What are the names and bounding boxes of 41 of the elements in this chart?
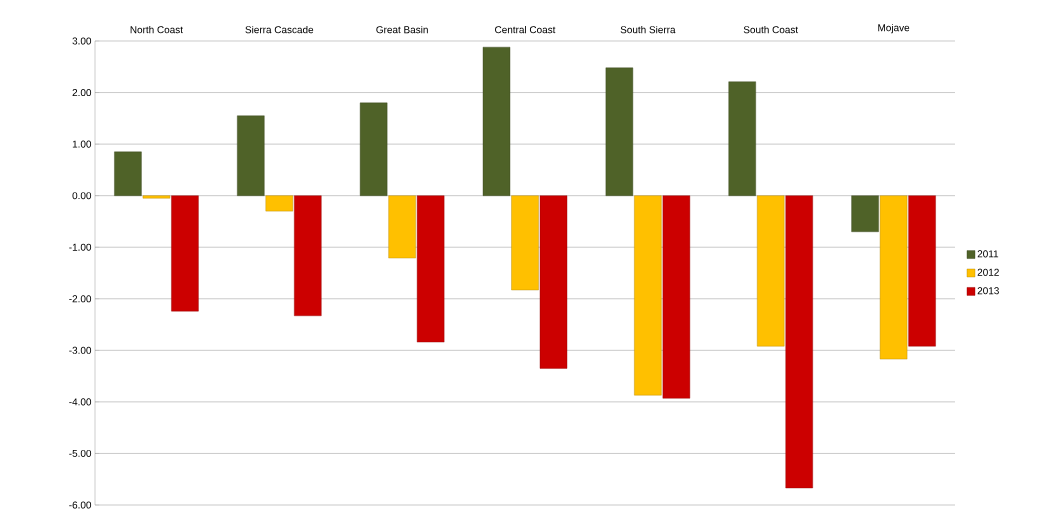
bar (482, 46, 511, 196)
bar (908, 195, 936, 347)
bar (879, 195, 908, 360)
bar (237, 115, 265, 196)
x-tick-label: Great Basin (376, 25, 428, 34)
x-tick-label: Mojave (878, 23, 910, 34)
bar (171, 195, 199, 312)
bar (785, 195, 813, 489)
x-tick-label: Central Coast (495, 25, 556, 34)
y-tick-label: 0.00 (72, 192, 92, 200)
bar (359, 102, 388, 196)
y-tick-label: 1.00 (72, 140, 92, 148)
y-tick-label: -3.00 (69, 346, 92, 354)
y-tick-label: -2.00 (69, 295, 92, 303)
x-tick-label: North Coast (130, 25, 183, 34)
y-tick-label: -4.00 (69, 398, 92, 406)
bar (294, 195, 322, 316)
legend-label: 2011 (977, 250, 999, 258)
y-tick-label: -1.00 (69, 243, 92, 251)
y-tick-label: -6.00 (69, 501, 92, 509)
bar (605, 67, 634, 196)
bar (416, 195, 445, 343)
x-tick-label: South Sierra (620, 25, 676, 34)
bar (539, 195, 568, 369)
bar (634, 195, 662, 396)
legend-label: 2013 (977, 287, 999, 295)
bar (265, 195, 293, 212)
bar (728, 81, 756, 196)
legend-label: 2012 (977, 268, 999, 276)
bar (142, 195, 171, 199)
bar (662, 195, 691, 399)
y-tick-label: -5.00 (69, 449, 92, 457)
x-tick-label: South Coast (743, 25, 799, 34)
bar (114, 151, 142, 196)
bar (757, 195, 785, 347)
x-tick-label: Sierra Cascade (245, 25, 314, 34)
y-tick-label: 3.00 (72, 37, 92, 45)
bar (851, 195, 879, 232)
y-tick-label: 2.00 (72, 89, 92, 97)
bar (511, 195, 539, 291)
bar (388, 195, 416, 259)
